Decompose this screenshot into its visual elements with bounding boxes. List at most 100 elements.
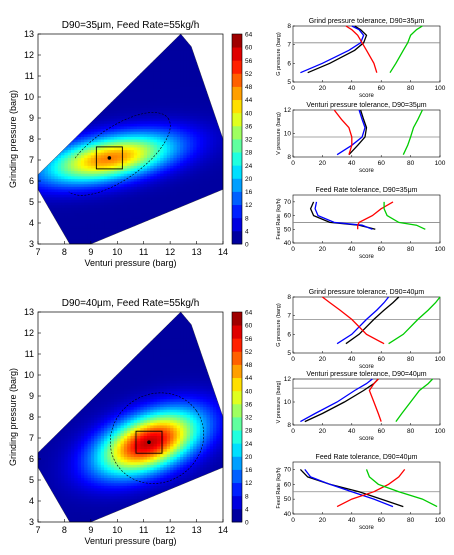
heatmap-cell [127, 91, 132, 95]
heatmap-cell [71, 181, 75, 185]
heatmap-cell [163, 194, 168, 198]
heatmap-cell [199, 89, 204, 93]
heatmap-cell [90, 149, 95, 153]
heatmap-cell [196, 128, 201, 132]
heatmap-cell [84, 167, 89, 172]
heatmap-cell [97, 160, 102, 164]
heatmap-cell [213, 118, 217, 122]
colorbar-tick-label: 16 [245, 189, 253, 196]
heatmap-cell [163, 49, 168, 53]
heatmap-cell [74, 241, 79, 244]
heatmap-cell [110, 102, 115, 106]
heatmap-cell [173, 202, 178, 206]
heatmap-cell [140, 167, 145, 172]
heatmap-cell [133, 188, 138, 193]
heatmap-cell [113, 99, 118, 103]
heatmap-cell [64, 233, 69, 237]
heatmap-cell [57, 194, 62, 198]
heatmap-cell [160, 125, 165, 130]
heatmap-cell [67, 202, 72, 206]
y-tick-label: 12 [284, 107, 292, 114]
heatmap-cell [160, 86, 165, 90]
heatmap-cell [160, 97, 165, 101]
heatmap-cell [143, 154, 148, 158]
heatmap-cell [176, 152, 181, 156]
heatmap-cell [130, 202, 135, 206]
heatmap-cell [110, 181, 115, 185]
heatmap-cell [127, 175, 132, 179]
heatmap-cell [104, 194, 108, 198]
heatmap-cell [183, 154, 188, 158]
heatmap-cell [127, 110, 132, 114]
heatmap-cell [74, 136, 79, 140]
heatmap-cell [120, 118, 125, 122]
heatmap-cell [71, 209, 75, 214]
heatmap-cell [87, 223, 92, 227]
x-axis-label: score [359, 168, 374, 174]
heatmap-cell [133, 220, 138, 224]
heatmap-cell [77, 236, 82, 240]
heatmap-cell [97, 149, 102, 153]
heatmap-cell [176, 128, 181, 132]
heatmap-cell [120, 191, 125, 195]
heatmap-cell [147, 136, 151, 140]
heatmap-cell [74, 202, 79, 206]
heatmap-cell [209, 107, 214, 111]
heatmap-cell [147, 131, 151, 135]
heatmap-cell [137, 131, 142, 135]
colorbar-tick-label: 36 [245, 123, 253, 130]
series-line [357, 201, 394, 230]
heatmap-cell [153, 112, 158, 116]
heatmap-cell [110, 139, 115, 143]
heatmap-cell [156, 186, 161, 190]
heatmap-cell [143, 157, 148, 161]
heatmap-cell [61, 217, 66, 221]
heatmap-cell [94, 228, 99, 232]
heatmap-cell [107, 178, 112, 182]
colorbar-segment [232, 191, 242, 206]
heatmap-cell [199, 123, 204, 127]
heatmap-cell [153, 154, 158, 158]
heatmap-cell [219, 165, 223, 169]
heatmap-cell [193, 186, 198, 190]
heatmap-cell [193, 112, 198, 116]
heatmap-cell [186, 102, 191, 106]
heatmap-cell [130, 154, 135, 158]
heatmap-cell [90, 241, 95, 244]
heatmap-cell [133, 204, 138, 208]
heatmap-cell [143, 178, 148, 182]
heatmap-cell [107, 181, 112, 185]
heatmap-cell [213, 154, 217, 158]
heatmap-cell [213, 183, 217, 187]
heatmap-cell [127, 162, 132, 166]
heatmap-cell [160, 183, 165, 187]
heatmap-cell [143, 194, 148, 198]
heatmap-cell [123, 115, 128, 119]
heatmap-cell [183, 47, 188, 51]
heatmap-cell [107, 202, 112, 206]
heatmap-cell [67, 212, 72, 216]
heatmap-cell [203, 94, 208, 98]
heatmap-cell [107, 152, 112, 156]
heatmap-cell [140, 110, 145, 114]
heatmap-cell [67, 220, 72, 224]
heatmap-cell [74, 175, 79, 179]
heatmap-cell [160, 202, 165, 206]
heatmap-cell [199, 149, 204, 153]
heatmap-cell [213, 133, 217, 137]
heatmap-cell [166, 99, 171, 103]
heatmap-cell [130, 207, 135, 211]
heatmap-cell [147, 115, 151, 119]
heatmap-cell [123, 165, 128, 169]
heatmap-cell [147, 162, 151, 166]
heatmap-cell [120, 188, 125, 193]
heatmap-cell [140, 191, 145, 195]
heatmap-cell [120, 202, 125, 206]
heatmap-cell [193, 188, 198, 193]
heatmap-cell [153, 78, 158, 82]
heatmap-cell [160, 149, 165, 153]
heatmap-cell [44, 175, 49, 179]
heatmap-cell [206, 123, 211, 127]
heatmap-cell [209, 144, 214, 148]
